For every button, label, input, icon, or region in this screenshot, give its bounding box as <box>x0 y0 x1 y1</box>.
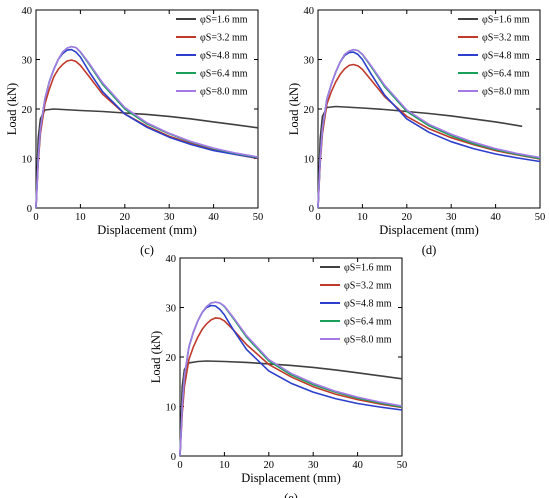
x-tick-label: 40 <box>208 212 219 223</box>
y-tick-label: 10 <box>304 155 315 166</box>
legend-label-3: φS=4.8 mm <box>200 51 248 62</box>
legend-label-5: φS=8.0 mm <box>482 87 530 98</box>
x-tick-label: 0 <box>315 212 320 223</box>
y-tick-label: 30 <box>22 56 33 67</box>
x-tick-label: 50 <box>397 460 408 471</box>
legend-label-3: φS=4.8 mm <box>344 299 392 310</box>
panel-label: (e) <box>284 491 298 498</box>
y-tick-label: 40 <box>166 254 177 265</box>
y-axis-label: Load (kN) <box>149 331 163 383</box>
x-tick-label: 20 <box>402 212 413 223</box>
y-tick-label: 10 <box>166 403 177 414</box>
panel-label: (d) <box>422 243 437 257</box>
series-line-5 <box>179 301 403 457</box>
series-line-1 <box>317 105 523 209</box>
series-line-2 <box>35 59 259 209</box>
x-tick-label: 30 <box>446 212 457 223</box>
series-line-5 <box>35 45 259 209</box>
y-axis-label: Load (kN) <box>287 83 301 135</box>
y-tick-label: 40 <box>304 6 315 17</box>
series-line-2 <box>179 317 403 457</box>
x-tick-label: 50 <box>253 212 264 223</box>
x-tick-label: 0 <box>177 460 182 471</box>
x-tick-label: 10 <box>219 460 230 471</box>
series-line-5 <box>317 48 541 209</box>
series-line-2 <box>317 63 541 209</box>
legend-label-2: φS=3.2 mm <box>482 33 530 44</box>
y-tick-label: 0 <box>27 204 32 215</box>
y-tick-label: 20 <box>304 105 315 116</box>
x-tick-label: 30 <box>308 460 319 471</box>
x-axis-label: Displacement (mm) <box>241 471 341 485</box>
legend-label-5: φS=8.0 mm <box>344 335 392 346</box>
chart-panel-2: 0 10 20 30 40 50 0 10 20 30 40 Displacement (mm) Loa… <box>287 6 545 257</box>
x-tick-label: 20 <box>120 212 131 223</box>
x-tick-label: 40 <box>352 460 363 471</box>
x-tick-label: 0 <box>33 212 38 223</box>
x-tick-label: 30 <box>164 212 175 223</box>
series-line-3 <box>179 304 403 457</box>
legend-label-2: φS=3.2 mm <box>344 281 392 292</box>
x-axis-label: Displacement (mm) <box>379 223 479 237</box>
x-tick-label: 40 <box>490 212 501 223</box>
y-tick-label: 20 <box>22 105 33 116</box>
chart-panel-1: 0 10 20 30 40 50 0 10 20 30 40 Displacement (mm) Loa… <box>5 6 263 257</box>
legend-label-5: φS=8.0 mm <box>200 87 248 98</box>
x-tick-label: 50 <box>535 212 546 223</box>
chart-panel-3: 0 10 20 30 40 50 0 10 20 30 40 Displacement (mm) Loa… <box>149 254 407 498</box>
legend-label-3: φS=4.8 mm <box>482 51 530 62</box>
y-axis-label: Load (kN) <box>5 83 19 135</box>
x-tick-label: 20 <box>264 460 275 471</box>
legend-label-1: φS=1.6 mm <box>344 263 392 274</box>
legend-label-4: φS=6.4 mm <box>200 69 248 80</box>
legend-label-4: φS=6.4 mm <box>482 69 530 80</box>
legend-label-1: φS=1.6 mm <box>200 15 248 26</box>
legend-label-2: φS=3.2 mm <box>200 33 248 44</box>
x-tick-label: 10 <box>75 212 86 223</box>
y-tick-label: 0 <box>309 204 314 215</box>
x-axis-label: Displacement (mm) <box>97 223 197 237</box>
y-tick-label: 0 <box>171 452 176 463</box>
y-tick-label: 20 <box>166 353 177 364</box>
panel-label: (c) <box>140 243 154 257</box>
y-tick-label: 10 <box>22 155 33 166</box>
y-tick-label: 30 <box>166 304 177 315</box>
x-tick-label: 10 <box>357 212 368 223</box>
legend-label-1: φS=1.6 mm <box>482 15 530 26</box>
y-tick-label: 30 <box>304 56 315 67</box>
legend-label-4: φS=6.4 mm <box>344 317 392 328</box>
y-tick-label: 40 <box>22 6 33 17</box>
